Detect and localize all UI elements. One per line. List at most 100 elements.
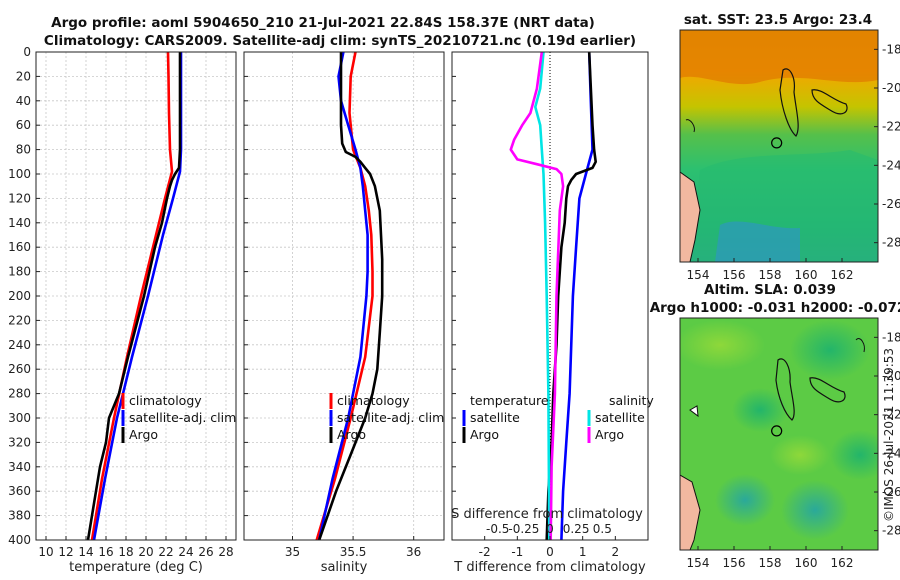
sla-map-title-line2: Argo h1000: -0.031 h2000: -0.072 [650,300,900,316]
x-tick-label: 16 [98,545,113,559]
sst-argo-marker [771,137,783,149]
legend-heading-temperature: temperature [470,393,549,408]
difference-legend-temperature: temperature satellite Argo [462,393,549,443]
map-lat-tick-label: -18 [882,330,900,344]
x-tick-label: 35.5 [340,545,367,559]
y-tick-label: 260 [8,362,31,376]
x-tick-label: 0 [546,545,554,559]
sla-anomaly [781,480,849,540]
salinity-legend: climatology satellite-adj. clim Argo [329,393,444,443]
y-tick-label: 80 [16,143,31,157]
x-tick-label: 12 [58,545,73,559]
x-tick-label: -2 [479,545,491,559]
legend-label-climatology: climatology [129,393,202,408]
series-line-t-satellite [560,52,594,540]
series-line-argo [86,52,182,540]
x-tick-label: 1 [579,545,587,559]
x-tick-label: 22 [158,545,173,559]
difference-series-group [509,52,598,540]
s-tick-label: 0.5 [593,522,612,536]
y-tick-label: 380 [8,509,31,523]
y-tick-label: 120 [8,191,31,205]
y-tick-label: 140 [8,216,31,230]
sla-reef-contour [855,338,865,353]
legend-label-climatology: climatology [337,393,410,408]
temperature-legend: climatology satellite-adj. clim Argo [121,393,236,443]
y-tick-label: 160 [8,240,31,254]
sla-anomaly [680,320,765,370]
x-tick-label: 36 [406,545,421,559]
map-lat-tick-label: -22 [882,120,900,134]
sla-map-title-line1: Altim. SLA: 0.039 [704,282,836,298]
y-tick-label: 100 [8,167,31,181]
sla-anomaly [790,320,870,380]
map-lon-tick-label: 160 [795,556,818,570]
sla-argo-marker [771,425,783,437]
map-lon-tick-label: 162 [831,268,854,282]
sla-anomaly [732,388,788,432]
map-lat-tick-label: -28 [882,524,900,538]
map-lat-tick-label: -24 [882,158,900,172]
difference-xlabel: T difference from climatology [453,560,646,575]
sst-reef-contour [811,89,848,115]
sla-map [680,318,878,550]
y-tick-label: 20 [16,69,31,83]
s-tick-label: -0.5 [486,522,509,536]
map-lat-tick-label: -22 [882,408,900,422]
sla-reef-contour [775,358,795,421]
sla-anomaly [830,430,878,480]
imos-credit: ©IMOS 26-Jul-2021 11:39:53 [882,348,896,522]
x-tick-label: 2 [612,545,620,559]
map-lon-tick-label: 160 [795,268,818,282]
sst-land-coast [680,171,701,262]
sla-reef-contour [809,377,846,403]
series-line-satellite-adj-clim [317,52,369,540]
x-tick-label: -1 [511,545,523,559]
y-tick-label: 340 [8,460,31,474]
salinity-series-group [315,52,384,540]
legend-label-t-satellite: satellite [470,410,520,425]
map-lon-tick-label: 154 [687,268,710,282]
sla-land-coast [680,474,701,550]
difference-legend-salinity: salinity satellite Argo [587,393,654,443]
y-tick-label: 240 [8,338,31,352]
map-lat-tick-label: -18 [882,42,900,56]
map-lat-tick-label: -24 [882,446,900,460]
y-tick-label: 360 [8,484,31,498]
y-tick-label: 0 [23,45,31,59]
sla-anomaly [715,474,775,526]
x-tick-label: 18 [118,545,133,559]
series-line-s-argo [509,52,565,540]
sla-anomaly [770,435,830,475]
legend-label-satellite: satellite-adj. clim [129,410,236,425]
legend-label-t-argo: Argo [470,427,499,442]
figure-title-line1: Argo profile: aoml 5904650_210 21-Jul-20… [51,15,595,31]
x-tick-label: 14 [78,545,93,559]
map-lat-tick-label: -28 [882,236,900,250]
series-line-argo [317,52,384,540]
map-lon-tick-label: 156 [723,556,746,570]
sst-reef-contour [779,68,799,137]
x-tick-label: 20 [138,545,153,559]
temperature-xlabel: temperature (deg C) [69,560,203,575]
legend-label-argo: Argo [129,427,158,442]
sst-reef-contour [685,119,695,133]
y-tick-label: 60 [16,118,31,132]
s-tick-label: 0.25 [563,522,590,536]
map-lon-tick-label: 162 [831,556,854,570]
sla-island [689,405,699,418]
y-tick-label: 220 [8,313,31,327]
y-tick-label: 400 [8,533,31,547]
sst-cool-patch [715,221,800,262]
map-lon-tick-label: 158 [759,268,782,282]
map-lat-tick-label: -20 [882,81,900,95]
map-lat-tick-label: -26 [882,485,900,499]
map-lon-tick-label: 158 [759,556,782,570]
figure-title-line2: Climatology: CARS2009. Satellite-adj cli… [44,33,636,49]
y-tick-label: 180 [8,265,31,279]
y-tick-label: 200 [8,289,31,303]
map-lat-tick-label: -20 [882,369,900,383]
x-tick-label: 35 [285,545,300,559]
x-tick-label: 28 [218,545,233,559]
